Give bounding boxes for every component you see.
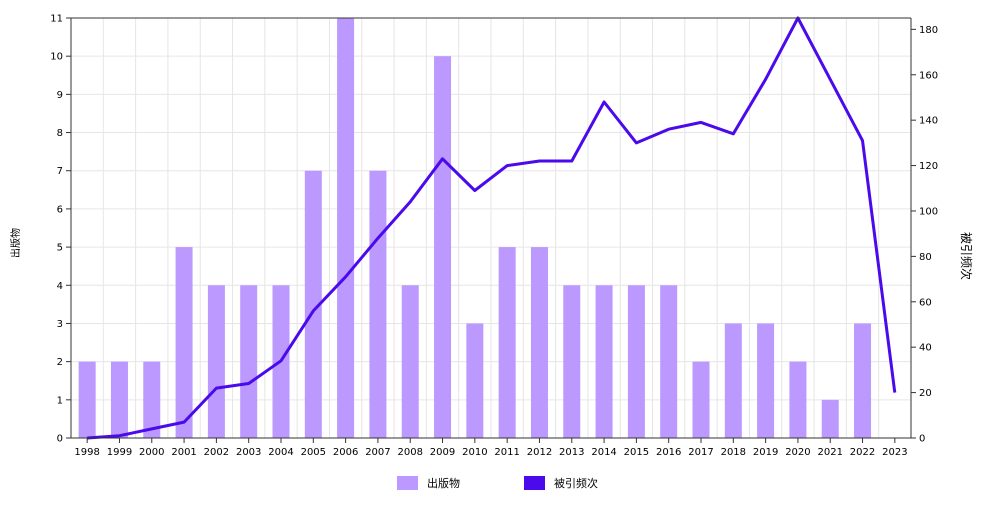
bar-series [78, 18, 872, 438]
legend-label-publications: 出版物 [427, 476, 460, 490]
x-tick-label: 2018 [721, 447, 746, 458]
x-tick-label: 2010 [462, 447, 487, 458]
bar-2021 [821, 399, 839, 438]
x-tick-label: 2005 [301, 447, 326, 458]
x-tick-label: 1999 [107, 447, 132, 458]
y-tick-label-left: 10 [50, 52, 63, 63]
bar-2020 [789, 361, 807, 438]
gridlines [70, 17, 912, 439]
y-tick-label-right: 180 [919, 25, 938, 36]
y-tick-label-right: 100 [919, 206, 938, 217]
bar-2003 [240, 285, 258, 438]
x-tick-label: 1998 [74, 447, 99, 458]
bar-2000 [143, 361, 161, 438]
y-tick-label-right: 140 [919, 116, 938, 127]
x-tick-label: 2019 [753, 447, 778, 458]
line-series [87, 16, 897, 440]
bar-2007 [369, 170, 387, 438]
legend-label-citations: 被引频次 [554, 476, 598, 490]
legend-swatch-citations [524, 476, 545, 490]
y-tick-label-left: 7 [57, 166, 63, 177]
x-tick-label: 2011 [494, 447, 519, 458]
x-tick-label: 2008 [398, 447, 423, 458]
y-tick-label-right: 160 [919, 70, 938, 81]
y-tick-label-left: 1 [57, 395, 63, 406]
bar-2011 [498, 247, 516, 438]
x-tick-label: 2021 [818, 447, 843, 458]
bar-2014 [595, 285, 613, 438]
bar-2019 [757, 323, 775, 438]
x-tick-label: 2012 [527, 447, 552, 458]
x-tick-label: 2003 [236, 447, 261, 458]
x-tick-label: 2004 [268, 447, 293, 458]
y-tick-label-left: 3 [57, 319, 63, 330]
bar-2006 [337, 18, 355, 438]
line-citations [87, 16, 897, 440]
y-axis-right-title: 被引频次 [959, 232, 973, 280]
y-tick-label-right: 80 [919, 252, 932, 263]
x-tick-label: 2015 [624, 447, 649, 458]
x-tick-label: 2017 [688, 447, 713, 458]
x-tick-label: 2002 [204, 447, 229, 458]
y-tick-label-left: 9 [57, 90, 63, 101]
bar-2001 [175, 247, 193, 438]
y-tick-label-right: 0 [919, 434, 925, 445]
y-tick-label-left: 6 [57, 204, 63, 215]
bar-1999 [110, 361, 128, 438]
bar-2018 [724, 323, 742, 438]
x-tick-label: 2007 [365, 447, 390, 458]
bar-2022 [854, 323, 872, 438]
y-tick-label-left: 0 [57, 434, 63, 445]
bar-2012 [530, 247, 548, 438]
y-tick-label-right: 120 [919, 161, 938, 172]
bar-2013 [563, 285, 581, 438]
bar-2017 [692, 361, 710, 438]
bar-2010 [466, 323, 484, 438]
bar-2005 [304, 170, 322, 438]
y-tick-label-left: 5 [57, 243, 63, 254]
bar-2015 [627, 285, 645, 438]
y-tick-label-left: 4 [57, 281, 63, 292]
x-tick-label: 2006 [333, 447, 358, 458]
x-tick-label: 2022 [850, 447, 875, 458]
bar-2008 [401, 285, 419, 438]
legend: 出版物 被引频次 [397, 476, 598, 490]
y-tick-label-left: 11 [50, 14, 63, 25]
x-tick-label: 2014 [591, 447, 616, 458]
y-tick-label-left: 2 [57, 357, 63, 368]
y-tick-label-right: 40 [919, 343, 932, 354]
bar-2016 [660, 285, 678, 438]
x-tick-label: 2023 [882, 447, 907, 458]
bar-2009 [434, 56, 452, 438]
x-tick-label: 2009 [430, 447, 455, 458]
legend-swatch-publications [397, 476, 418, 490]
bar-2002 [207, 285, 225, 438]
x-tick-label: 2016 [656, 447, 681, 458]
x-tick-label: 2000 [139, 447, 164, 458]
y-tick-label-right: 60 [919, 297, 932, 308]
axes: 0 1 2 3 4 5 6 7 8 9 10 11 0 20 40 60 80 100 120 140 160 180 19… [50, 14, 938, 459]
y-tick-label-right: 20 [919, 388, 932, 399]
y-tick-label-left: 8 [57, 128, 63, 139]
bar-1998 [78, 361, 96, 438]
x-tick-label: 2020 [785, 447, 810, 458]
y-axis-left-title: 出版物 [9, 228, 22, 258]
x-tick-label: 2001 [171, 447, 196, 458]
x-tick-label: 2013 [559, 447, 584, 458]
